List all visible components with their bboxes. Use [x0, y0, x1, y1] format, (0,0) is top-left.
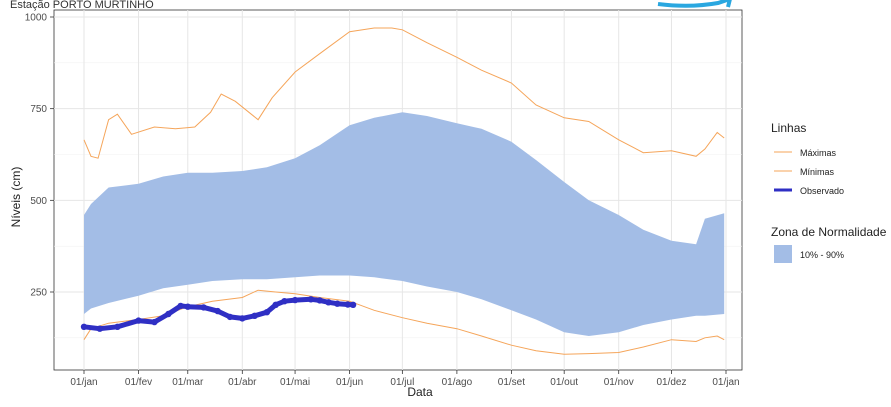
- observado-point: [114, 323, 121, 330]
- x-tick-label: 01/ago: [442, 377, 473, 388]
- x-tick-label: 01/abr: [228, 377, 257, 388]
- observado-point: [184, 303, 191, 310]
- y-tick-label: 500: [30, 196, 47, 207]
- legend-zone-title: Zona de Normalidade: [771, 225, 887, 239]
- observado-point: [251, 312, 258, 319]
- x-tick-label: 01/jun: [336, 377, 363, 388]
- observado-point: [281, 298, 288, 305]
- axes: 250 500 750 1000 01/jan 01/fev 01/mar 01/abr 01/…: [25, 13, 740, 389]
- observado-point: [291, 296, 299, 304]
- series-layer: [80, 27, 725, 355]
- maximas-line: [83, 27, 725, 159]
- normality-zone-area: [84, 112, 725, 336]
- x-tick-label: 01/fev: [125, 377, 152, 388]
- x-tick-label: 01/jan: [70, 377, 97, 388]
- observado-point: [96, 325, 104, 332]
- legend-maximas-label: Máximas: [800, 148, 837, 158]
- observado-point: [226, 313, 234, 321]
- observado-point: [349, 301, 357, 308]
- x-tick-label: 01/set: [498, 377, 525, 388]
- observado-point: [263, 309, 271, 316]
- observado-point: [135, 317, 142, 324]
- legend: Linhas Máximas Mínimas Observado Zona de…: [771, 121, 887, 263]
- observado-point: [80, 323, 88, 330]
- observado-point: [334, 300, 341, 307]
- observado-point: [272, 301, 279, 308]
- legend-lines-title: Linhas: [771, 121, 806, 135]
- observado-point: [214, 307, 221, 315]
- y-tick-label: 250: [30, 288, 47, 299]
- observado-point: [307, 296, 315, 303]
- legend-observado-label: Observado: [800, 186, 844, 196]
- y-tick-label: 1000: [25, 13, 48, 24]
- legend-zone-swatch: [774, 245, 792, 263]
- observado-point: [165, 310, 172, 318]
- observado-point: [316, 297, 323, 304]
- observado-point: [344, 301, 351, 308]
- x-tick-label: 01/jul: [390, 377, 414, 388]
- observado-point: [177, 302, 184, 310]
- x-tick-label: 01/dez: [656, 377, 686, 388]
- observado-point: [325, 299, 332, 306]
- observado-point: [239, 315, 246, 322]
- y-axis-label: Níveis (cm): [9, 167, 23, 228]
- x-tick-label: 01/nov: [604, 377, 634, 388]
- observado-point: [151, 318, 158, 326]
- x-tick-label: 01/mar: [172, 377, 204, 388]
- x-tick-label: 01/jan: [712, 377, 739, 388]
- x-axis-label: Data: [407, 385, 433, 399]
- observado-point: [200, 304, 207, 311]
- x-tick-label: 01/out: [550, 377, 578, 388]
- legend-minimas-label: Mínimas: [800, 167, 835, 177]
- x-tick-label: 01/mai: [280, 377, 310, 388]
- minimas-line: [83, 289, 725, 355]
- y-tick-label: 750: [30, 104, 47, 115]
- legend-zone-label: 10% - 90%: [800, 250, 844, 260]
- logo-graphic: [657, 0, 732, 8]
- chart-title: Estação PORTO MURTINHO: [10, 0, 154, 11]
